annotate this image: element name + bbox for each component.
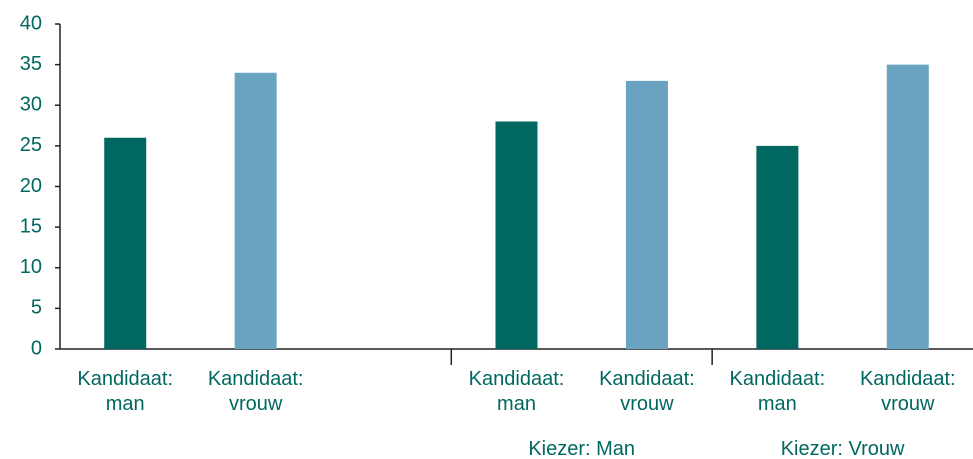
y-tick-label: 35 bbox=[20, 53, 42, 75]
bar bbox=[234, 72, 277, 349]
x-tick-label: Kandidaat: vrouw bbox=[859, 368, 956, 415]
y-tick-label: 0 bbox=[31, 337, 42, 359]
x-tick-label: Kandidaat: vrouw bbox=[207, 368, 304, 415]
x-tick-label: Kandidaat: man bbox=[468, 368, 565, 415]
group-label: Kiezer: Man bbox=[528, 438, 636, 459]
x-tick-label: Kandidaat: man bbox=[729, 368, 826, 415]
y-tick-label: 10 bbox=[20, 256, 42, 278]
y-tick-label: 30 bbox=[20, 94, 42, 116]
bar bbox=[495, 121, 538, 349]
x-tick-label: Kandidaat: vrouw bbox=[599, 368, 695, 415]
y-tick-label: 25 bbox=[20, 134, 42, 156]
x-tick-label: Kandidaat: man bbox=[77, 368, 174, 415]
bar bbox=[756, 145, 799, 349]
y-tick-label: 5 bbox=[31, 297, 42, 319]
bar bbox=[104, 137, 147, 349]
bar bbox=[625, 80, 668, 349]
y-tick-label: 15 bbox=[20, 215, 42, 237]
y-tick-label: 40 bbox=[20, 12, 42, 34]
group-label: Kiezer: Vrouw bbox=[780, 438, 905, 459]
bar bbox=[886, 64, 929, 349]
y-tick-label: 20 bbox=[20, 175, 42, 197]
